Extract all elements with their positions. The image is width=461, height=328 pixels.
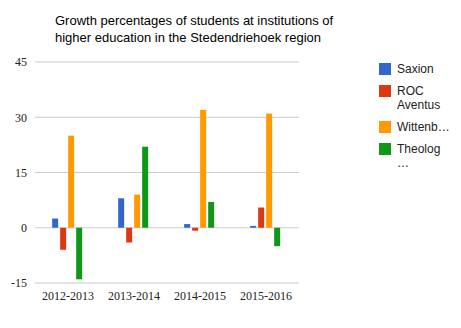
html-text:Growth percentages of students: Growth percentages of students at instit… <box>55 13 334 45</box>
svg-text:0: 0 <box>21 221 27 235</box>
svg-text:-15: -15 <box>11 276 27 290</box>
svg-text:2014-2015: 2014-2015 <box>174 289 226 303</box>
html-text:Saxion: Saxion <box>397 62 434 76</box>
svg-text:2013-2014: 2013-2014 <box>108 289 160 303</box>
svg-text:30: 30 <box>15 111 27 125</box>
svg-text:2012-2013: 2012-2013 <box>42 289 94 303</box>
svg-text:45: 45 <box>15 55 27 69</box>
html-text:Wittenb…: Wittenb… <box>397 120 450 134</box>
svg-text:15: 15 <box>15 166 27 180</box>
html-text:ROC Aventus: ROC Aventus <box>397 84 441 112</box>
html-text:Theolog…: Theolog… <box>397 142 441 170</box>
svg-text:2015-2016: 2015-2016 <box>240 289 292 303</box>
